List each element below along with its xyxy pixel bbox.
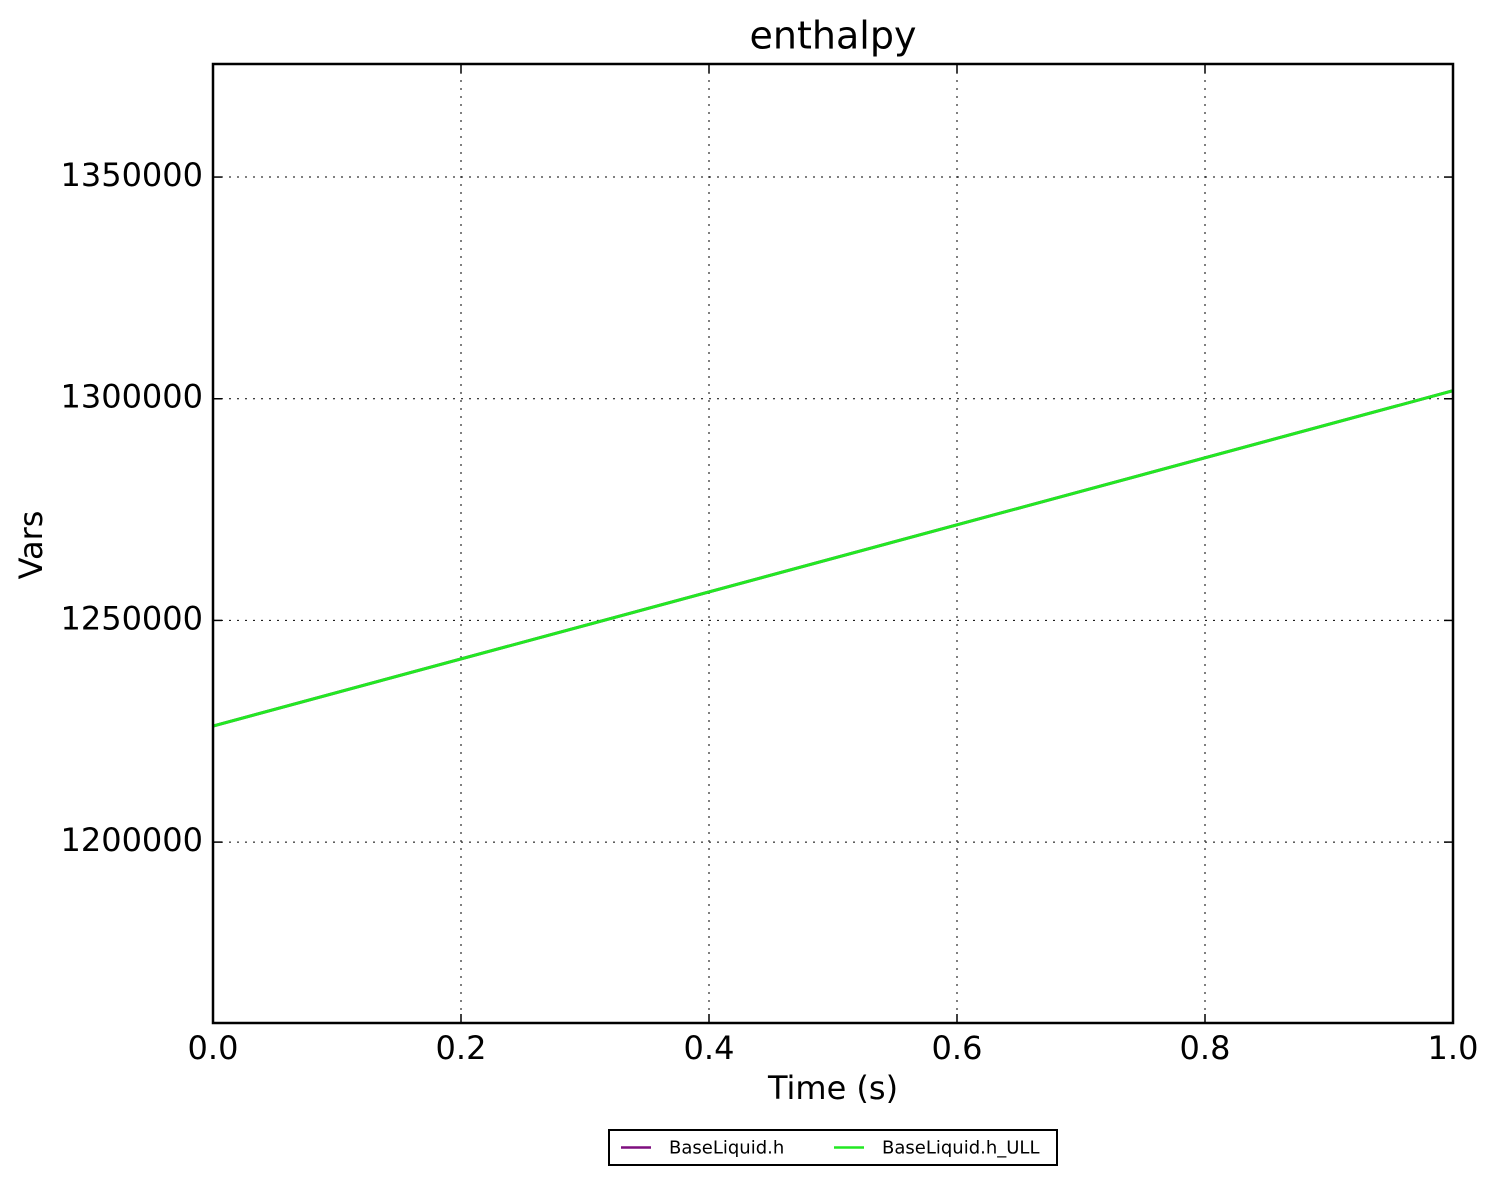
y-tick-label: 1200000 — [60, 821, 203, 859]
legend-label: BaseLiquid.h — [669, 1138, 784, 1159]
x-tick-label: 0.4 — [684, 1029, 735, 1067]
y-tick-label: 1250000 — [60, 599, 203, 637]
x-tick-label: 0.0 — [188, 1029, 239, 1067]
legend-label: BaseLiquid.h_ULL — [882, 1138, 1039, 1159]
line-series — [212, 389, 1454, 728]
legend-box — [608, 1129, 1058, 1166]
x-axis-label: Time (s) — [767, 1069, 898, 1107]
plot-frame — [211, 62, 1455, 1025]
x-tick-label: 0.6 — [932, 1029, 983, 1067]
x-tick-label: 1.0 — [1428, 1029, 1479, 1067]
x-tick-label: 0.8 — [1180, 1029, 1231, 1067]
x-tick-label: 0.2 — [436, 1029, 487, 1067]
y-tick-label: 1350000 — [60, 156, 203, 194]
y-tick-label: 1300000 — [60, 378, 203, 416]
y-axis-label: Vars — [12, 511, 50, 580]
chart-title: enthalpy — [750, 14, 917, 58]
